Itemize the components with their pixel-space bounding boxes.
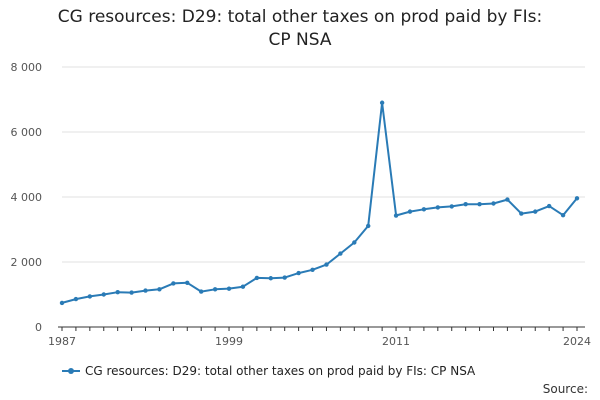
data-point-1995[interactable]: [171, 281, 176, 286]
source-label: Source:: [542, 382, 588, 396]
data-point-1990[interactable]: [101, 292, 106, 297]
x-tick-label: 2011: [382, 335, 410, 348]
data-point-2001[interactable]: [254, 275, 260, 281]
data-point-2007[interactable]: [338, 251, 343, 256]
series-layer: [59, 100, 580, 306]
x-tick-label: 1987: [48, 335, 76, 348]
y-tick-label: 4 000: [11, 191, 43, 204]
legend-swatch-icon: [62, 366, 80, 376]
chart-title-line1: CG resources: D29: total other taxes on …: [57, 7, 543, 27]
y-tick-label: 0: [35, 321, 42, 334]
data-point-1992[interactable]: [129, 290, 134, 295]
data-point-1991[interactable]: [115, 290, 120, 295]
data-point-1994[interactable]: [157, 287, 162, 292]
chart-title: CG resources: D29: total other taxes on …: [0, 6, 600, 52]
data-point-2013[interactable]: [421, 207, 427, 212]
data-point-1989[interactable]: [87, 294, 93, 299]
axes: 0 2 000 4 000 6 000 8 000 1987 1999 2011 2024: [11, 61, 592, 348]
data-point-2023[interactable]: [560, 213, 566, 218]
data-point-1993[interactable]: [143, 288, 148, 293]
data-point-2014[interactable]: [435, 205, 441, 210]
x-tick-label: 1999: [215, 335, 243, 348]
data-point-2011[interactable]: [393, 213, 399, 218]
y-tick-label: 2 000: [11, 256, 43, 269]
data-point-1988[interactable]: [73, 296, 79, 302]
data-point-2021[interactable]: [533, 209, 538, 214]
data-point-2022[interactable]: [546, 203, 552, 209]
legend-label: CG resources: D29: total other taxes on …: [85, 364, 476, 378]
data-point-2009[interactable]: [366, 223, 371, 229]
data-point-1996[interactable]: [185, 280, 190, 285]
data-point-2024[interactable]: [574, 196, 580, 201]
y-tick-label: 8 000: [11, 61, 43, 74]
y-tick-label: 6 000: [11, 126, 43, 139]
data-point-2002[interactable]: [268, 276, 273, 281]
data-point-2016[interactable]: [463, 201, 468, 207]
data-point-2015[interactable]: [449, 204, 454, 209]
data-point-2008[interactable]: [352, 240, 357, 245]
data-point-2019[interactable]: [505, 197, 510, 202]
data-point-1999[interactable]: [226, 286, 232, 291]
x-tick-label: 2024: [563, 335, 591, 348]
series-line: [61, 101, 578, 304]
data-point-2003[interactable]: [282, 275, 287, 280]
data-point-2006[interactable]: [324, 262, 329, 267]
data-point-2005[interactable]: [310, 267, 315, 272]
data-point-2010[interactable]: [379, 100, 385, 105]
data-point-2018[interactable]: [491, 201, 496, 206]
gridlines: [62, 66, 585, 263]
chart-title-line2: CP NSA: [268, 30, 332, 50]
data-point-1987[interactable]: [59, 300, 65, 306]
data-point-2012[interactable]: [407, 209, 413, 214]
data-point-1998[interactable]: [212, 287, 218, 292]
data-point-1997[interactable]: [198, 289, 204, 294]
legend: CG resources: D29: total other taxes on …: [62, 364, 475, 378]
data-point-2017[interactable]: [477, 201, 482, 207]
data-point-2000[interactable]: [240, 284, 246, 289]
data-point-2020[interactable]: [519, 211, 524, 216]
data-point-2004[interactable]: [296, 270, 301, 276]
